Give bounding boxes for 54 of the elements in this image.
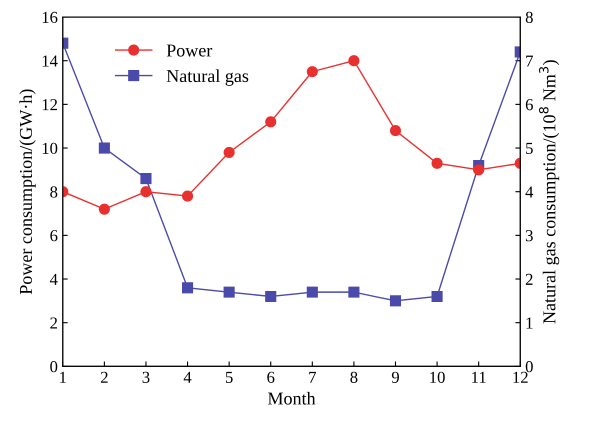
- y-tick-label: 12: [42, 99, 58, 110]
- point: [98, 142, 110, 154]
- point: [224, 146, 235, 158]
- legend-label: Natural gas: [166, 69, 248, 86]
- point: [265, 116, 276, 128]
- point: [182, 190, 194, 202]
- point: [306, 66, 318, 78]
- point: [432, 290, 443, 302]
- x-tick-label: 10: [430, 372, 445, 383]
- y2-tick-label: 5: [526, 142, 533, 154]
- point: [348, 286, 360, 298]
- y2-tick-label: 3: [526, 230, 533, 242]
- y-tick-label: 16: [42, 12, 58, 23]
- point: [390, 125, 402, 136]
- x-tick-label: 5: [226, 372, 233, 383]
- legend-label: Power: [166, 44, 212, 57]
- y-tick-label: 4: [50, 274, 58, 285]
- y2-tick-label: 4: [525, 186, 534, 198]
- x-tick-label: 2: [100, 372, 108, 383]
- y-axis-title: Power consumption/(GW·h): [19, 89, 36, 294]
- point: [98, 204, 110, 215]
- x-tick-label: 3: [142, 372, 150, 383]
- x-tick-label: 7: [309, 372, 316, 383]
- x-tick-label: 11: [472, 372, 486, 383]
- point: [265, 290, 276, 302]
- x-tick-label: 1: [60, 372, 66, 383]
- x-tick-label: 9: [392, 372, 399, 383]
- y-tick-label: 14: [42, 55, 58, 66]
- point: [390, 295, 402, 306]
- y-tick-label: 10: [42, 142, 58, 154]
- y2-tick-label: 7: [526, 56, 533, 66]
- y-tick-label: 6: [50, 230, 58, 242]
- y-tick-label: 8: [50, 186, 58, 198]
- point: [224, 286, 235, 298]
- point: [473, 164, 484, 176]
- point: [182, 282, 194, 294]
- x-axis-title: Month: [268, 392, 316, 405]
- x-tick-label: 8: [350, 372, 358, 383]
- y-tick-label: 0: [50, 361, 58, 372]
- point: [348, 55, 360, 66]
- x-tick-label: 6: [267, 372, 274, 383]
- point: [432, 158, 443, 169]
- y2-tick-label: 6: [526, 99, 533, 110]
- point: [140, 173, 152, 184]
- y2-tick-label: 8: [526, 12, 533, 23]
- y2-tick-label: 0: [526, 361, 533, 372]
- y2-axis-title: Natural gas consumption/(10$^{8}$ Nm$^{3}$): [539, 60, 560, 324]
- point: [306, 286, 318, 298]
- x-tick-label: 4: [184, 372, 192, 383]
- y2-tick-label: 2: [526, 274, 533, 285]
- y2-tick-label: 1: [526, 317, 532, 328]
- point: [140, 186, 152, 198]
- y-tick-label: 2: [50, 317, 58, 328]
- x-tick-label: 12: [513, 372, 528, 383]
